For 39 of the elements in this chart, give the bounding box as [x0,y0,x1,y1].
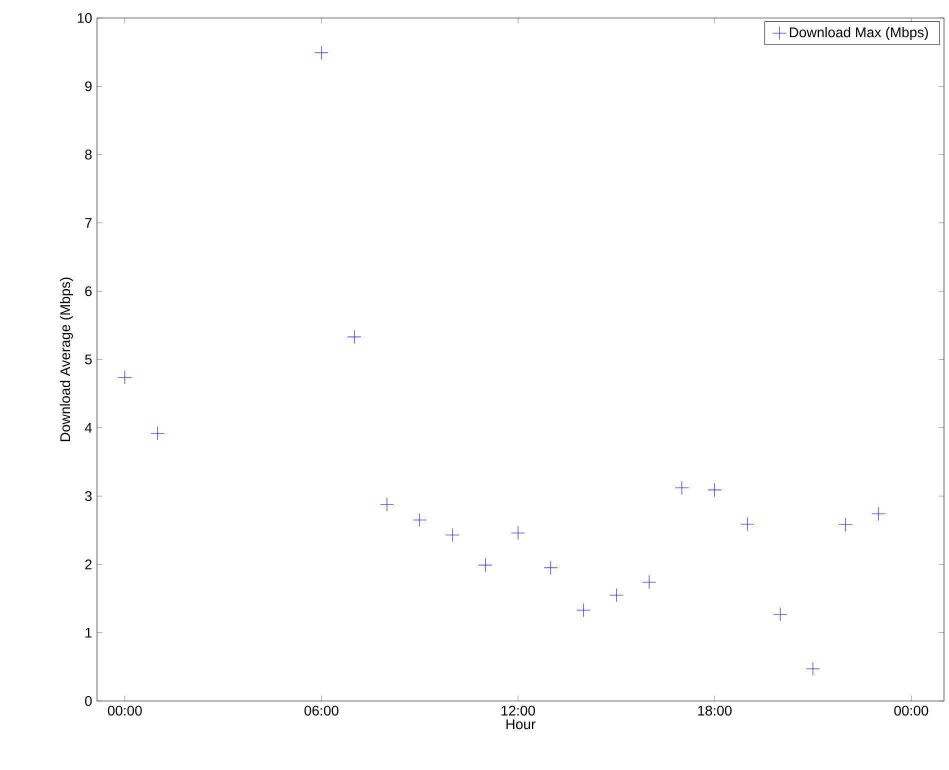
y-tick-label: 10 [78,13,92,23]
y-axis-title: Download Average (Mbps) [60,278,73,442]
x-axis-title: Hour [506,719,536,730]
point [576,603,591,618]
y-tick-label: 4 [84,422,92,433]
point [708,483,722,497]
point [380,497,394,512]
y-tick-label: 0 [85,696,92,706]
point [412,513,427,527]
point [511,526,525,540]
x-tick-label: 00:00 [108,706,142,716]
point [806,662,820,676]
point [838,518,853,532]
y-tick-label: 1 [86,628,92,638]
y-tick-label: 6 [85,286,92,296]
point [150,426,165,440]
point [740,517,754,532]
point [773,607,788,622]
y-tick-label: 8 [85,150,92,160]
x-tick-label: 00:00 [894,706,928,716]
x-tick-label: 18:00 [698,706,732,716]
y-tick-label: 9 [85,81,92,92]
point [347,330,362,344]
x-tick-label: 06:00 [304,706,338,716]
point [478,558,492,572]
point [674,480,689,495]
point [544,560,558,575]
point [642,575,656,590]
point [118,370,132,384]
y-tick-label: 5 [85,354,92,364]
x-tick-label: 12:00 [502,706,536,716]
point [314,46,328,60]
point [446,528,460,542]
point [609,588,624,602]
y-tick-label: 2 [85,560,92,570]
point [872,506,886,521]
y-tick-label: 7 [85,218,92,228]
y-tick-label: 3 [85,491,92,502]
legend-label: Download Max (Mbps) [790,27,928,40]
